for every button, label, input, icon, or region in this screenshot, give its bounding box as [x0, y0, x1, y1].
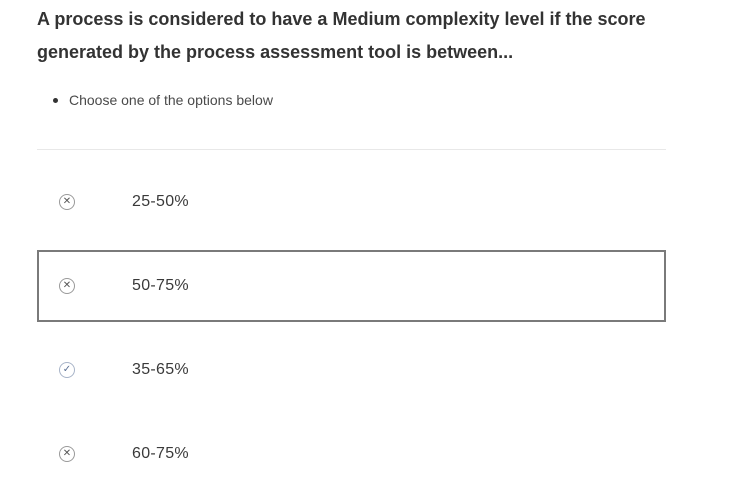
instruction-item: Choose one of the options below: [37, 90, 273, 110]
answer-option-label: 50-75%: [132, 277, 189, 294]
answer-option-1[interactable]: ✕ 25-50%: [37, 166, 666, 238]
answer-option-4[interactable]: ✕ 60-75%: [37, 418, 666, 490]
answer-option-label: 60-75%: [132, 445, 189, 462]
bullet-icon: [53, 98, 58, 103]
instruction-text: Choose one of the options below: [69, 92, 273, 108]
question-text: A process is considered to have a Medium…: [37, 9, 646, 62]
instructions-list: Choose one of the options below: [37, 90, 273, 110]
answer-option-label: 35-65%: [132, 361, 189, 378]
answer-option-label: 25-50%: [132, 193, 189, 210]
check-icon: ✓: [59, 362, 75, 378]
divider: [37, 149, 666, 150]
answer-option-3[interactable]: ✓ 35-65%: [37, 334, 666, 406]
answer-option-2[interactable]: ✕ 50-75%: [37, 250, 666, 322]
close-icon: ✕: [59, 278, 75, 294]
close-icon: ✕: [59, 194, 75, 210]
close-icon: ✕: [59, 446, 75, 462]
